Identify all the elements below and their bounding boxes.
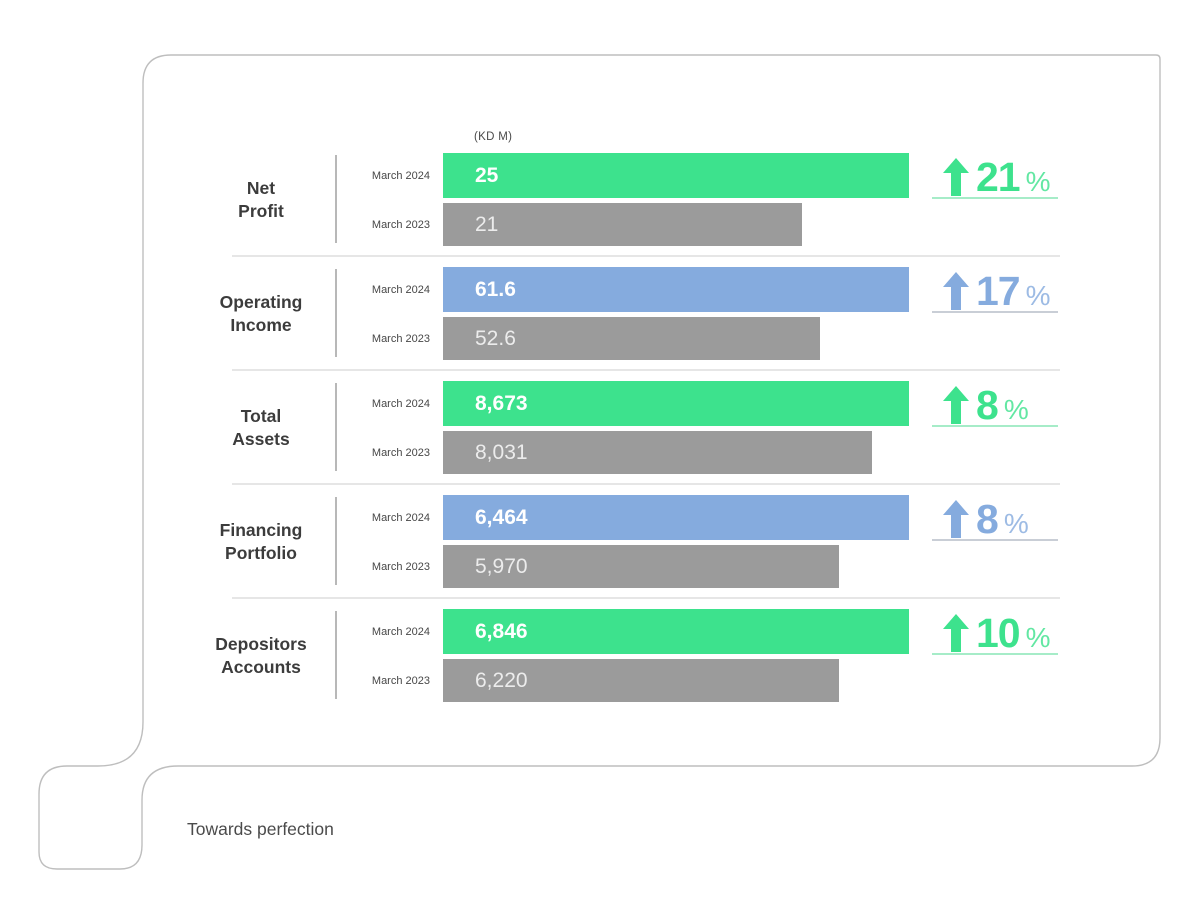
bar-2024-value: 25 [475, 163, 499, 187]
series-label-2023: March 2023 [371, 219, 430, 231]
percent-sign: % [1025, 280, 1051, 312]
up-arrow-icon [943, 614, 969, 652]
change-percent-value: 8 [976, 382, 999, 429]
category-label: Net Profit [196, 153, 326, 246]
section-divider [232, 255, 1060, 257]
series-label-2023: March 2023 [371, 333, 430, 345]
bar-2023-value: 52.6 [475, 326, 516, 350]
bar-2024: 6,846 [443, 609, 909, 654]
bar-2023: 6,220 [443, 659, 839, 702]
bar-2023-value: 8,031 [475, 440, 528, 464]
series-label-2024: March 2024 [371, 284, 430, 296]
change-percent-value: 17 [976, 268, 1021, 315]
change-indicator: 17 % [932, 260, 1058, 313]
vertical-separator [335, 269, 337, 357]
vertical-separator [335, 611, 337, 699]
change-indicator: 8 % [932, 374, 1058, 427]
up-arrow-icon [943, 158, 969, 196]
bar-2024: 6,464 [443, 495, 909, 540]
metric-section: Financing Portfolio March 2024 March 202… [0, 495, 1200, 588]
metric-section: Total Assets March 2024 March 2023 8,673… [0, 381, 1200, 474]
up-arrow-icon [943, 500, 969, 538]
bar-2023-value: 21 [475, 212, 499, 236]
percent-sign: % [1025, 622, 1051, 654]
category-line-1: Net [246, 177, 276, 198]
series-label-2024: March 2024 [371, 626, 430, 638]
metric-section: Net Profit March 2024 March 2023 25 21 2… [0, 153, 1200, 246]
category-line-2: Income [230, 314, 292, 335]
metric-section: Operating Income March 2024 March 2023 6… [0, 267, 1200, 360]
section-divider [232, 369, 1060, 371]
category-line-2: Profit [238, 200, 284, 221]
bar-2023: 21 [443, 203, 802, 246]
category-line-1: Depositors [215, 633, 307, 654]
change-indicator: 21 % [932, 146, 1058, 199]
up-arrow-icon [943, 386, 969, 424]
percent-sign: % [1003, 508, 1029, 540]
change-indicator: 8 % [932, 488, 1058, 541]
category-line-2: Accounts [221, 656, 301, 677]
change-percent-value: 8 [976, 496, 999, 543]
up-arrow-icon [943, 272, 969, 310]
series-label-2024: March 2024 [371, 398, 430, 410]
vertical-separator [335, 155, 337, 243]
unit-label: (KD M) [474, 131, 513, 143]
change-indicator: 10 % [932, 602, 1058, 655]
category-line-1: Total [240, 405, 282, 426]
section-divider [232, 483, 1060, 485]
series-label-2023: March 2023 [371, 447, 430, 459]
category-line-2: Assets [232, 428, 290, 449]
change-percent-value: 21 [976, 154, 1021, 201]
bar-2024-value: 6,464 [475, 505, 528, 529]
category-line-1: Financing [219, 519, 303, 540]
bar-2024-value: 8,673 [475, 391, 528, 415]
bar-2024: 25 [443, 153, 909, 198]
series-label-2024: March 2024 [371, 170, 430, 182]
bar-2024: 61.6 [443, 267, 909, 312]
percent-sign: % [1003, 394, 1029, 426]
category-label: Financing Portfolio [196, 495, 326, 588]
category-label: Operating Income [196, 267, 326, 360]
vertical-separator [335, 383, 337, 471]
bar-2024: 8,673 [443, 381, 909, 426]
vertical-separator [335, 497, 337, 585]
percent-sign: % [1025, 166, 1051, 198]
section-divider [232, 597, 1060, 599]
series-label-2024: March 2024 [371, 512, 430, 524]
bar-2024-value: 6,846 [475, 619, 528, 643]
series-label-2023: March 2023 [371, 675, 430, 687]
bar-2023: 8,031 [443, 431, 872, 474]
category-line-2: Portfolio [225, 542, 297, 563]
bar-2024-value: 61.6 [475, 277, 516, 301]
bar-2023: 52.6 [443, 317, 820, 360]
category-label: Depositors Accounts [196, 609, 326, 702]
series-label-2023: March 2023 [371, 561, 430, 573]
bar-2023: 5,970 [443, 545, 839, 588]
bar-2023-value: 6,220 [475, 668, 528, 692]
category-line-1: Operating [219, 291, 303, 312]
tagline: Towards perfection [187, 819, 334, 839]
change-percent-value: 10 [976, 610, 1021, 657]
bar-2023-value: 5,970 [475, 554, 528, 578]
metric-section: Depositors Accounts March 2024 March 202… [0, 609, 1200, 702]
category-label: Total Assets [196, 381, 326, 474]
